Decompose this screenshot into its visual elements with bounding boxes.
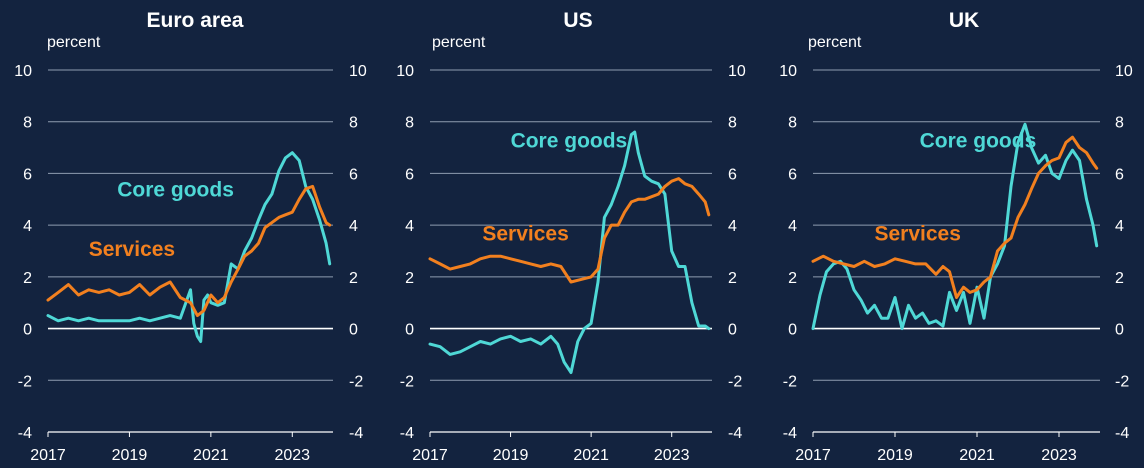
y-axis-unit-label: percent [47,34,101,51]
y-tick-label-left: 0 [23,322,32,339]
x-tick-label: 2017 [795,447,831,464]
y-tick-label-right: 4 [1115,218,1124,235]
x-tick-label: 2023 [274,447,310,464]
y-tick-label-right: 0 [728,322,737,339]
core-goods-line [811,122,1099,331]
y-tick-label-right: -2 [1115,373,1129,390]
core-goods-label: Core goods [920,130,1037,153]
chart-title: Euro area [147,9,244,32]
core-goods-label: Core goods [117,179,234,202]
y-tick-label-left: -4 [783,425,797,442]
y-tick-label-right: 2 [728,270,737,287]
y-axis-unit-label: percent [808,34,862,51]
y-tick-label-right: 2 [1115,270,1124,287]
y-tick-label-right: -2 [349,373,363,390]
y-tick-label-left: 6 [23,166,32,183]
y-tick-label-right: 6 [728,166,737,183]
x-tick-label: 2019 [877,447,913,464]
y-tick-label-right: -4 [728,425,742,442]
y-tick-label-right: -4 [1115,425,1129,442]
y-tick-label-left: 6 [405,166,414,183]
y-tick-label-left: 2 [23,270,32,287]
y-tick-label-left: 10 [779,63,797,80]
chart-panel-2: US percent 10 10 8 8 6 6 4 4 2 2 0 0 -2 -2 -4 -4 2017 2019 2… [396,9,746,464]
services-label: Services [875,223,961,246]
y-tick-label-right: 8 [349,115,358,132]
y-tick-label-left: 0 [788,322,797,339]
y-tick-label-left: 2 [405,270,414,287]
y-tick-label-right: 8 [1115,115,1124,132]
x-tick-label: 2021 [959,447,995,464]
x-tick-label: 2019 [112,447,148,464]
services-label: Services [482,223,568,246]
chart-panel-1: Euro area percent 10 10 8 8 6 6 4 4 2 2 0 0 -2 -2 -4 -4 20… [14,9,367,464]
services-line [46,184,332,318]
chart-title: US [563,9,592,32]
y-tick-label-left: -4 [400,425,414,442]
y-tick-label-right: 2 [349,270,358,287]
x-tick-label: 2023 [654,447,690,464]
y-tick-label-right: -4 [349,425,363,442]
chart-panel-3: UK percent 10 10 8 8 6 6 4 4 2 2 0 0 -2 -2 -4 -4 2017 2019 2… [779,9,1133,464]
y-tick-label-left: 8 [405,115,414,132]
y-tick-label-left: 10 [14,63,32,80]
y-tick-label-left: -2 [400,373,414,390]
services-line [428,177,711,284]
y-tick-label-right: 10 [1115,63,1133,80]
x-tick-label: 2021 [573,447,609,464]
y-tick-label-left: 4 [405,218,414,235]
x-tick-label: 2023 [1041,447,1077,464]
y-tick-label-right: 10 [728,63,746,80]
y-tick-label-right: 6 [349,166,358,183]
y-tick-label-left: 6 [788,166,797,183]
chart-title: UK [949,9,979,32]
core-goods-line [46,151,332,343]
x-tick-label: 2017 [30,447,66,464]
y-tick-label-left: 10 [396,63,414,80]
core-goods-label: Core goods [511,130,628,153]
y-tick-label-right: 4 [728,218,737,235]
y-tick-label-left: -4 [18,425,32,442]
x-tick-label: 2021 [193,447,229,464]
y-tick-label-right: 6 [1115,166,1124,183]
y-tick-label-right: 4 [349,218,358,235]
y-tick-label-left: -2 [783,373,797,390]
y-tick-label-left: -2 [18,373,32,390]
y-axis-unit-label: percent [432,34,486,51]
y-tick-label-left: 8 [788,115,797,132]
y-tick-label-right: -2 [728,373,742,390]
y-tick-label-left: 2 [788,270,797,287]
services-label: Services [89,238,175,261]
core-goods-line [428,130,711,374]
x-tick-label: 2019 [493,447,529,464]
services-line [811,135,1099,299]
y-tick-label-left: 0 [405,322,414,339]
y-tick-label-left: 4 [23,218,32,235]
y-tick-label-right: 0 [349,322,358,339]
y-tick-label-left: 4 [788,218,797,235]
y-tick-label-right: 0 [1115,322,1124,339]
x-tick-label: 2017 [412,447,448,464]
y-tick-label-left: 8 [23,115,32,132]
y-tick-label-right: 10 [349,63,367,80]
y-tick-label-right: 8 [728,115,737,132]
